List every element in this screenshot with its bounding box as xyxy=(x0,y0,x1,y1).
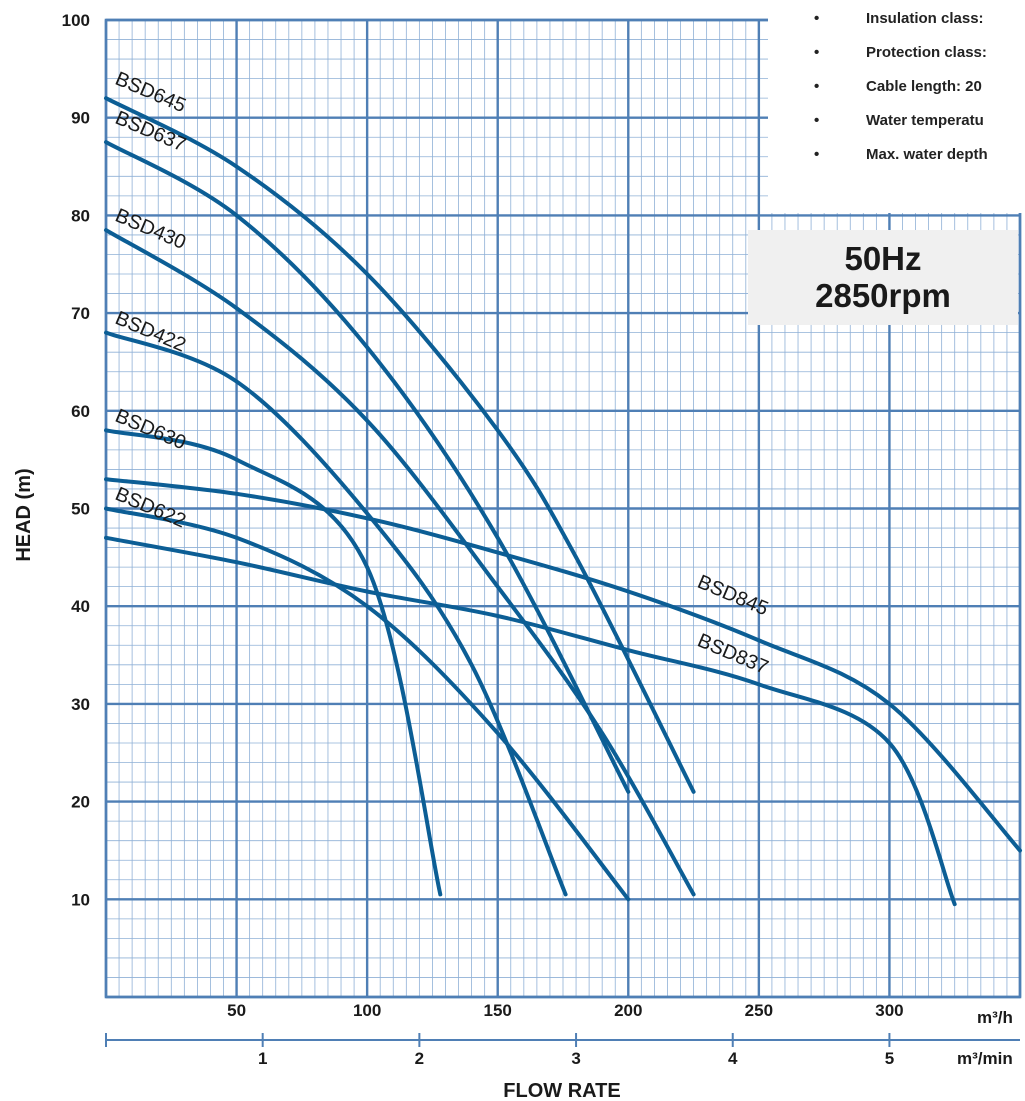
curve-bsd630 xyxy=(104,428,443,897)
curve-bsd622 xyxy=(104,506,631,902)
x-tick-label: 150 xyxy=(484,1001,512,1020)
y-tick-label: 20 xyxy=(71,793,90,812)
x2-tick-label: 3 xyxy=(571,1049,580,1068)
spec-bullet: • xyxy=(814,146,819,163)
y-axis-title: HEAD (m) xyxy=(13,468,35,561)
spec-bullet: • xyxy=(814,44,819,61)
spec-item: Insulation class: xyxy=(866,10,984,27)
curve-bsd422 xyxy=(104,330,568,897)
spec-mask xyxy=(768,0,1025,213)
spec-list: • Insulation class: • Protection class: • Cab… xyxy=(814,10,988,163)
spec-item: Protection class: xyxy=(866,44,987,61)
y-tick-labels: 10 20 30 40 50 60 70 80 90 100 xyxy=(62,11,90,909)
y-tick-label: 40 xyxy=(71,597,90,616)
x2-axis: 1 2 3 4 5 xyxy=(105,1033,1020,1068)
series-label-bsd630: BSD630 xyxy=(112,405,189,454)
x2-tick-label: 2 xyxy=(415,1049,424,1068)
curve-bsd837 xyxy=(104,535,957,907)
series-label-bsd422: BSD422 xyxy=(112,307,189,356)
curve-bsd645 xyxy=(104,96,696,794)
series-label-bsd430: BSD430 xyxy=(112,205,189,254)
spec-bullet: • xyxy=(814,112,819,129)
x-axis-title: FLOW RATE xyxy=(503,1080,620,1101)
x-tick-label: 50 xyxy=(227,1001,246,1020)
y-tick-label: 80 xyxy=(71,206,90,225)
major-grid xyxy=(104,18,1022,999)
y-tick-label: 50 xyxy=(71,500,90,519)
y-tick-label: 100 xyxy=(62,11,90,30)
y-tick-label: 60 xyxy=(71,402,90,421)
x2-tick-label: 1 xyxy=(258,1049,267,1068)
x-unit-primary: m³/h xyxy=(977,1008,1013,1027)
curve-bsd845 xyxy=(104,477,1022,853)
x-tick-label: 300 xyxy=(875,1001,903,1020)
spec-item: Water temperatu xyxy=(866,112,984,129)
y-tick-label: 10 xyxy=(71,890,90,909)
speed-box: 50Hz 2850rpm xyxy=(748,230,1018,325)
spec-item: Cable length: 20 xyxy=(866,78,982,95)
y-tick-label: 90 xyxy=(71,109,90,128)
x2-tick-label: 4 xyxy=(728,1049,738,1068)
x-tick-label: 200 xyxy=(614,1001,642,1020)
x2-tick-label: 5 xyxy=(885,1049,894,1068)
x-unit-secondary: m³/min xyxy=(957,1049,1013,1068)
curve-bsd430 xyxy=(104,228,696,897)
x-tick-label: 250 xyxy=(745,1001,773,1020)
x-tick-labels: 50 100 150 200 250 300 xyxy=(227,1001,904,1020)
y-tick-label: 30 xyxy=(71,695,90,714)
spec-bullet: • xyxy=(814,78,819,95)
y-tick-label: 70 xyxy=(71,304,90,323)
speed-box-frequency: 50Hz xyxy=(844,240,921,277)
spec-item: Max. water depth xyxy=(866,146,988,163)
speed-box-rpm: 2850rpm xyxy=(815,277,951,314)
spec-bullet: • xyxy=(814,10,819,27)
x-tick-label: 100 xyxy=(353,1001,381,1020)
speed-box-bg xyxy=(748,230,1018,325)
series-label-bsd622: BSD622 xyxy=(112,483,189,532)
curve-bsd637 xyxy=(104,140,631,794)
